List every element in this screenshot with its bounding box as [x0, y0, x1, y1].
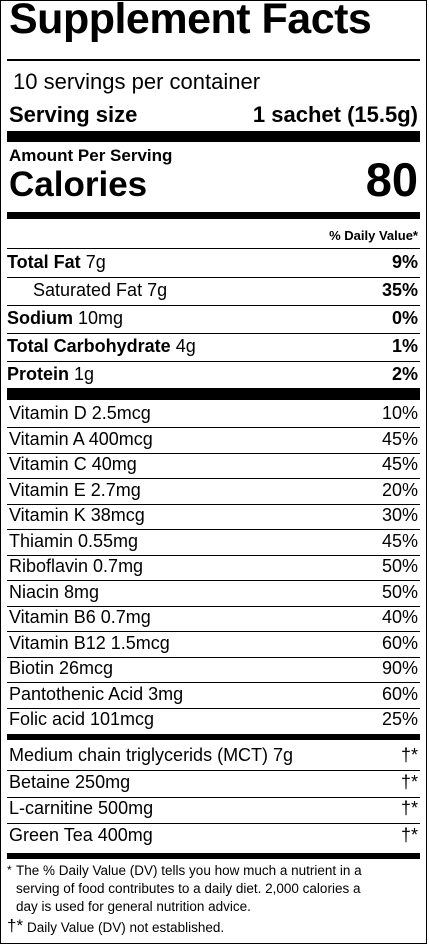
row-separator	[7, 333, 420, 334]
row-separator	[7, 580, 420, 581]
nutrient-amount: 7g	[147, 280, 168, 300]
row-separator	[7, 277, 420, 278]
thick-divider-top	[7, 131, 420, 142]
vitamin-daily-value: 25%	[381, 709, 418, 729]
vitamin-daily-value: 50%	[381, 556, 418, 576]
vitamin-daily-value: 50%	[381, 581, 418, 602]
serving-size-value: 1 sachet (15.5g)	[252, 102, 418, 127]
nutrient-name: Protein	[7, 364, 70, 384]
nutrient-name: Saturated Fat	[33, 280, 143, 300]
vitamin-label: Biotin 26mcg	[9, 658, 114, 678]
row-separator	[7, 631, 420, 632]
macro-row-label: Protein 1g	[7, 364, 94, 385]
vitamin-daily-value: 45%	[381, 530, 418, 551]
row-separator	[7, 478, 420, 479]
vitamin-label: Riboflavin 0.7mg	[9, 556, 144, 576]
vitamin-daily-value: 20%	[381, 479, 418, 500]
row-separator	[7, 656, 420, 658]
macro-row-label: Total Fat 7g	[7, 252, 106, 273]
vitamin-daily-value: 90%	[381, 658, 418, 678]
title-divider	[7, 59, 420, 61]
row-separator	[7, 682, 420, 683]
calories-label: Calories	[9, 165, 148, 204]
nutrient-amount: 7g	[85, 252, 106, 272]
macro-row-label: Saturated Fat 7g	[33, 280, 167, 301]
ingredient-daily-value: †*	[400, 771, 418, 792]
vitamin-label: Vitamin B6 0.7mg	[9, 607, 151, 627]
nutrient-amount: 4g	[175, 336, 196, 356]
row-separator	[7, 452, 420, 454]
nutrient-amount: 10mg	[78, 308, 124, 328]
nutrient-daily-value: 0%	[391, 308, 418, 328]
footnote-not-established: Daily Value (DV) not established.	[27, 920, 225, 935]
nutrient-name: Sodium	[7, 308, 73, 328]
vitamin-label: Vitamin D 2.5mcg	[9, 403, 151, 423]
vitamin-daily-value: 45%	[381, 454, 418, 474]
macro-row-label: Total Carbohydrate 4g	[7, 336, 196, 357]
vitamin-label: Vitamin C 40mg	[9, 454, 137, 474]
vitamin-daily-value: 60%	[381, 632, 418, 653]
macro-row-label: Sodium 10mg	[7, 308, 123, 329]
vitamin-label: Vitamin K 38mcg	[9, 505, 145, 525]
row-separator	[7, 554, 420, 556]
footnote-daily-value: The % Daily Value (DV) tells you how muc…	[16, 862, 362, 916]
row-separator	[7, 529, 420, 530]
label-title: Supplement Facts	[9, 0, 372, 43]
calories-value: 80	[365, 153, 418, 206]
vitamin-label: Vitamin B12 1.5mcg	[9, 632, 170, 653]
row-separator	[7, 707, 420, 709]
thick-divider-macros	[7, 388, 420, 400]
nutrient-name: Total Fat	[7, 252, 81, 272]
nutrient-name: Total Carbohydrate	[7, 336, 171, 356]
ingredient-label: Medium chain triglycerids (MCT) 7g	[9, 745, 294, 765]
vitamin-daily-value: 10%	[381, 403, 418, 423]
nutrient-daily-value: 9%	[391, 252, 418, 272]
footnote-line: day is used for general nutrition advice…	[16, 899, 251, 914]
row-separator	[7, 361, 420, 362]
row-separator	[7, 605, 420, 607]
amount-per-serving: Amount Per Serving	[9, 146, 173, 165]
row-separator	[7, 503, 420, 505]
row-separator	[7, 427, 420, 428]
vitamin-label: Vitamin E 2.7mg	[9, 479, 141, 500]
serving-size-label: Serving size	[9, 102, 138, 127]
vitamin-label: Thiamin 0.55mg	[9, 530, 139, 551]
nutrient-daily-value: 35%	[381, 280, 418, 300]
vitamin-label: Folic acid 101mcg	[9, 709, 155, 729]
nutrient-amount: 1g	[74, 364, 95, 384]
vitamin-daily-value: 30%	[381, 505, 418, 525]
vitamin-daily-value: 60%	[381, 683, 418, 704]
ingredient-daily-value: †*	[400, 745, 418, 765]
row-separator	[7, 305, 420, 306]
row-separator	[7, 796, 420, 798]
ingredient-label: Betaine 250mg	[9, 771, 131, 792]
footnote-line: serving of food contributes to a daily d…	[16, 881, 361, 896]
vitamin-daily-value: 40%	[381, 607, 418, 627]
footnote-line: The % Daily Value (DV) tells you how muc…	[16, 863, 362, 878]
footnote-asterisk: *	[7, 863, 12, 877]
ingredient-label: Green Tea 400mg	[9, 824, 153, 845]
ingredient-label: L-carnitine 500mg	[9, 798, 154, 818]
servings-per-container: 10 servings per container	[13, 69, 261, 94]
dv-header-line	[7, 248, 420, 249]
daily-value-header: % Daily Value*	[329, 228, 418, 243]
vitamin-divider	[7, 734, 420, 740]
nutrient-daily-value: 1%	[391, 336, 418, 356]
row-separator	[7, 823, 420, 824]
footnote-divider	[7, 853, 420, 859]
ingredient-daily-value: †*	[400, 824, 418, 845]
vitamin-label: Pantothenic Acid 3mg	[9, 683, 184, 704]
vitamin-daily-value: 45%	[381, 428, 418, 449]
vitamin-label: Vitamin A 400mcg	[9, 428, 153, 449]
footnote-dagger-mark: †*	[7, 916, 24, 935]
calories-divider	[7, 212, 420, 219]
ingredient-daily-value: †*	[400, 798, 418, 818]
row-separator	[7, 770, 420, 771]
vitamin-label: Niacin 8mg	[9, 581, 100, 602]
nutrient-daily-value: 2%	[391, 364, 418, 384]
